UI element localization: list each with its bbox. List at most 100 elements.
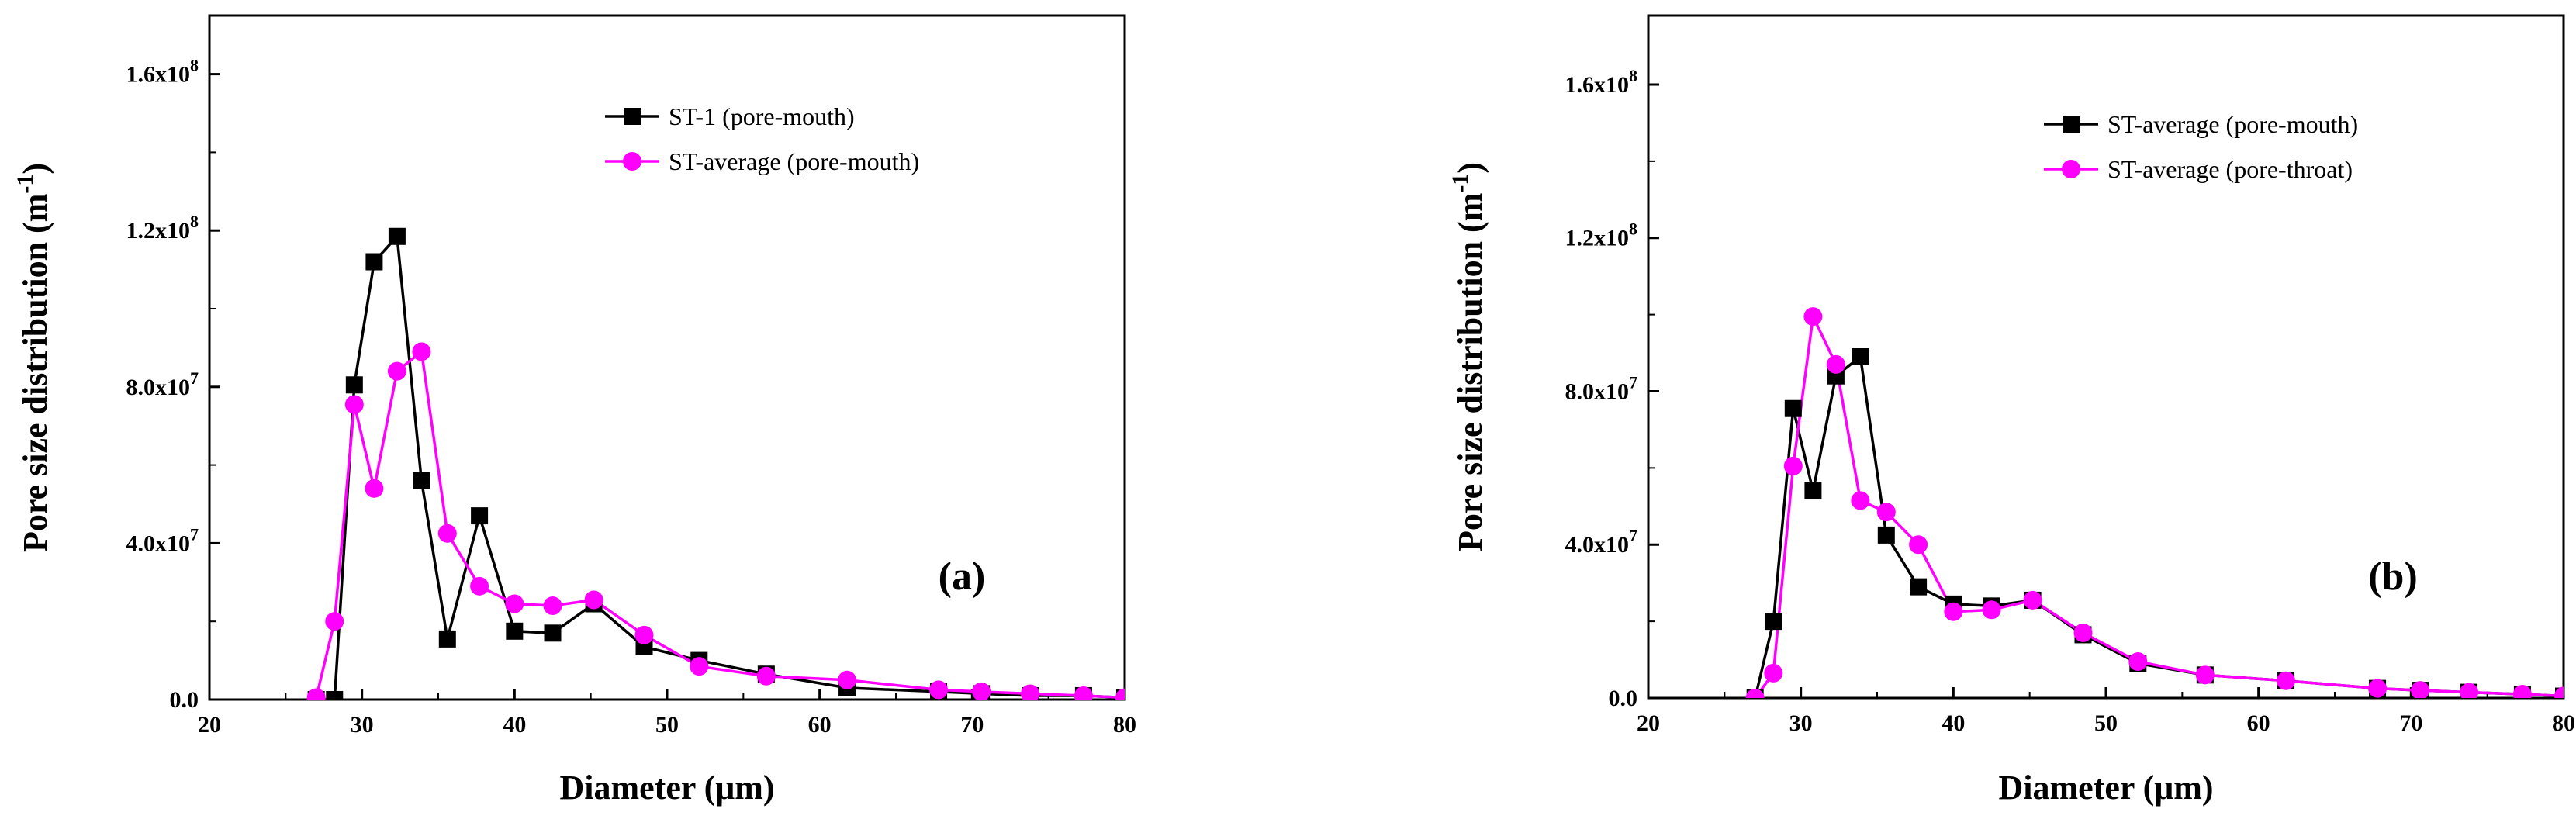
x-tick-label: 50 (2094, 710, 2118, 736)
y-tick-label: 8.0x107 (1565, 372, 1638, 404)
plot-area (306, 227, 1125, 700)
data-point-series-2 (690, 657, 709, 676)
data-point-series-1 (1852, 348, 1869, 365)
data-point-series-2 (1909, 535, 1928, 555)
x-tick-label: 30 (1789, 710, 1813, 736)
data-point-series-2 (756, 666, 776, 686)
x-tick-label: 60 (808, 712, 832, 738)
data-point-series-1 (388, 227, 406, 245)
data-point-series-1 (471, 507, 489, 525)
series-line-2 (314, 349, 1125, 700)
data-point-series-2 (1982, 600, 2001, 620)
x-tick-label: 70 (960, 712, 984, 738)
data-point-series-2 (1826, 354, 1845, 374)
x-tick-label: 20 (1637, 710, 1660, 736)
data-point-series-2 (437, 524, 457, 543)
y-axis-title: Pore size distribution (m-1) (1447, 162, 1489, 551)
y-tick-label: 0.0 (1609, 686, 1638, 711)
data-point-series-2 (1764, 663, 1783, 682)
legend-label-1: ST-average (pore-mouth) (2107, 110, 2358, 138)
data-point-series-2 (929, 680, 949, 700)
data-point-series-2 (2460, 682, 2479, 698)
data-point-series-2 (1745, 689, 1765, 698)
data-point-series-2 (505, 594, 524, 613)
x-tick-label: 40 (503, 712, 526, 738)
data-point-series-2 (543, 596, 562, 616)
x-tick-label: 70 (2399, 710, 2422, 736)
x-tick-label: 80 (1113, 712, 1136, 738)
y-tick-label: 8.0x107 (126, 368, 199, 400)
data-point-series-1 (345, 376, 363, 394)
data-point-series-1 (1784, 399, 1802, 417)
data-point-series-2 (365, 479, 384, 498)
series-line-1 (1753, 354, 2564, 698)
data-point-series-2 (2128, 652, 2148, 672)
data-point-series-2 (2277, 671, 2296, 690)
y-tick-label: 1.6x108 (126, 56, 199, 88)
x-tick-label: 30 (351, 712, 374, 738)
data-point-series-1 (365, 253, 383, 271)
panel-label: (a) (939, 555, 986, 599)
x-axis-title: Diameter (μm) (1999, 769, 2214, 807)
data-point-series-2 (1021, 684, 1040, 700)
data-point-series-2 (634, 625, 654, 644)
data-point-series-2 (1851, 491, 1870, 510)
y-tick-label: 0.0 (170, 687, 199, 713)
data-point-series-2 (325, 612, 344, 631)
panel-label: (b) (2368, 555, 2418, 599)
legend-label-1: ST-1 (pore-mouth) (669, 102, 855, 130)
data-point-series-1 (1804, 482, 1822, 500)
y-tick-label: 4.0x107 (126, 524, 199, 556)
plot-frame (208, 14, 1126, 701)
plot-area (1745, 307, 2564, 698)
data-point-series-1 (326, 691, 344, 700)
x-tick-label: 60 (2247, 710, 2270, 736)
legend-marker-2 (2062, 160, 2080, 178)
data-point-series-1 (506, 622, 524, 640)
data-point-series-2 (1876, 503, 1896, 522)
data-point-series-2 (2411, 681, 2430, 698)
legend-label-2: ST-average (pore-mouth) (669, 147, 919, 175)
legend-marker-1 (624, 108, 641, 125)
plot-frame (1647, 14, 2565, 700)
data-point-series-2 (2554, 686, 2564, 698)
data-point-series-1 (438, 630, 456, 648)
data-point-series-2 (412, 342, 431, 361)
data-point-series-1 (413, 472, 430, 489)
y-tick-label: 1.2x108 (126, 212, 199, 244)
chart-panel-a: 20 30 40 50 60 70 80 0.0 4.0x107 8.0x107 1.2x108 1.… (12, 14, 1136, 807)
x-tick-label: 20 (198, 712, 221, 738)
data-point-series-2 (2512, 685, 2532, 698)
data-point-series-2 (972, 682, 991, 700)
data-point-series-2 (470, 576, 489, 596)
data-point-series-1 (1765, 613, 1782, 631)
data-point-series-2 (2073, 623, 2093, 642)
y-tick-label: 1.2x108 (1565, 219, 1638, 251)
chart-panel-b: 20 30 40 50 60 70 80 0.0 4.0x107 8.0x107 1.2x108 1.… (1447, 14, 2575, 807)
data-point-series-2 (2368, 679, 2388, 698)
data-point-series-2 (2195, 665, 2215, 685)
y-axis-title: Pore size distribution (m-1) (12, 163, 54, 552)
legend-marker-1 (2063, 116, 2080, 133)
data-point-series-2 (1783, 456, 1803, 475)
x-axis-title: Diameter (μm) (560, 769, 775, 807)
legend-label-2: ST-average (pore-throat) (2107, 155, 2353, 183)
data-point-series-2 (1115, 688, 1125, 700)
data-point-series-2 (1944, 602, 1963, 621)
series-line-2 (1754, 312, 2564, 698)
data-point-series-2 (838, 670, 857, 689)
data-point-series-2 (1074, 686, 1093, 700)
y-tick-label: 1.6x108 (1565, 66, 1638, 98)
legend-marker-2 (623, 152, 641, 171)
data-point-series-2 (584, 590, 603, 610)
data-point-series-2 (387, 361, 406, 381)
x-tick-label: 80 (2552, 710, 2575, 736)
data-point-series-2 (306, 688, 326, 700)
data-point-series-2 (1803, 307, 1823, 327)
data-point-series-2 (344, 395, 364, 414)
y-tick-label: 4.0x107 (1565, 526, 1638, 558)
data-point-series-2 (2023, 590, 2042, 610)
data-point-series-1 (1877, 526, 1895, 544)
x-tick-label: 50 (655, 712, 679, 738)
